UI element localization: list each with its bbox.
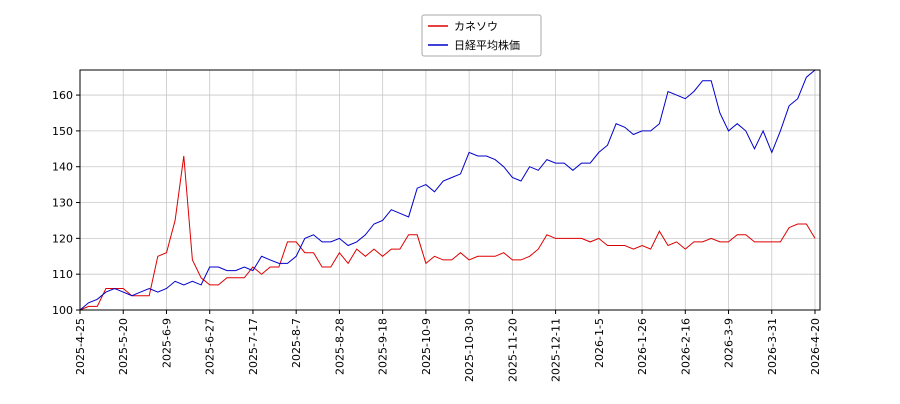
y-tick-label: 110	[52, 268, 73, 281]
x-tick-label: 2025-8-28	[333, 318, 346, 375]
plot-frame	[79, 69, 821, 311]
legend-box	[421, 14, 542, 57]
y-tick-label: 140	[52, 161, 73, 174]
x-tick-label: 2025-11-20	[506, 318, 519, 382]
x-tick-label: 2026-4-20	[809, 318, 822, 375]
x-tick-label: 2025-7-17	[247, 318, 260, 375]
x-tick-label: 2026-1-26	[636, 318, 649, 375]
x-tick-label: 2025-9-18	[377, 318, 390, 375]
x-tick-label: 2025-4-25	[74, 318, 87, 375]
x-tick-label: 2025-6-27	[204, 318, 217, 375]
y-tick-label: 160	[52, 89, 73, 102]
x-tick-label: 2026-2-16	[679, 318, 692, 375]
x-tick-label: 2025-5-20	[117, 318, 130, 375]
y-tick-label: 120	[52, 232, 73, 245]
x-tick-label: 2026-3-31	[766, 318, 779, 375]
y-tick-label: 130	[52, 197, 73, 210]
x-tick-label: 2025-8-7	[290, 318, 303, 368]
x-tick-label: 2025-10-9	[420, 318, 433, 375]
x-tick-label: 2025-10-30	[463, 318, 476, 382]
x-tick-label: 2025-12-11	[550, 318, 563, 382]
legend-label: カネソウ	[454, 20, 498, 33]
legend-label: 日経平均株価	[454, 38, 520, 52]
series-line	[79, 155, 816, 311]
y-tick-label: 150	[52, 125, 73, 138]
x-tick-label: 2026-3-9	[723, 318, 736, 368]
series-line	[79, 69, 816, 311]
x-tick-label: 2026-1-5	[593, 318, 606, 368]
x-tick-label: 2025-6-9	[160, 318, 173, 368]
y-tick-label: 100	[52, 304, 73, 317]
